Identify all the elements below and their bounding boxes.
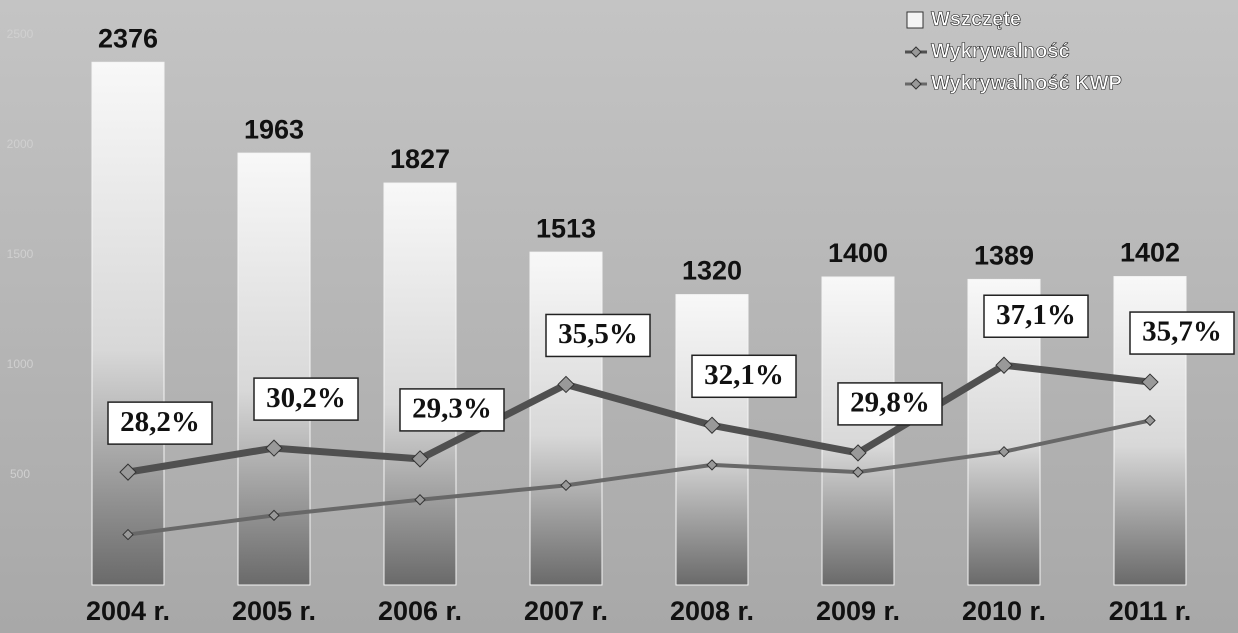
- line-marker: [703, 416, 721, 434]
- line-marker: [706, 459, 718, 471]
- bar-value-label: 1402: [1120, 238, 1180, 268]
- line-value-label: 37,1%: [996, 299, 1076, 331]
- line: [127, 361, 1151, 476]
- legend-label: Wszczęte: [931, 8, 1021, 30]
- bar: [821, 276, 895, 586]
- bar: [383, 182, 457, 586]
- line-marker: [411, 450, 429, 468]
- line-marker: [122, 528, 134, 541]
- value-label-box: [253, 377, 359, 421]
- line-marker: [1144, 414, 1156, 427]
- line-marker: [995, 356, 1013, 374]
- x-tick-label: 2009 r.: [816, 596, 900, 626]
- line-value-label: 29,3%: [412, 393, 492, 425]
- line-marker: [560, 479, 572, 492]
- x-tick-label: 2005 r.: [232, 596, 316, 626]
- x-tick-label: 2008 r.: [670, 596, 754, 626]
- line-marker: [1141, 373, 1159, 391]
- bar-value-label: 2376: [98, 23, 158, 53]
- y-tick-label: 500: [10, 467, 30, 481]
- line-marker: [414, 494, 426, 506]
- legend-label: Wykrywalność: [931, 40, 1070, 62]
- line-marker: [265, 439, 283, 457]
- line-value-label: 32,1%: [704, 359, 784, 391]
- line-value-label: 35,7%: [1142, 316, 1222, 348]
- line-marker: [998, 445, 1010, 458]
- value-label-box: [691, 354, 797, 399]
- y-tick-label: 2000: [7, 137, 34, 151]
- x-tick-label: 2006 r.: [378, 596, 462, 626]
- line-marker: [849, 444, 867, 462]
- line-marker: [852, 466, 864, 478]
- y-tick-label: 1500: [7, 247, 34, 261]
- line-marker: [557, 375, 575, 394]
- line-marker: [119, 463, 137, 481]
- x-tick-label: 2004 r.: [86, 596, 170, 626]
- line-value-label: 35,5%: [558, 318, 638, 350]
- bar: [529, 251, 603, 586]
- x-tick-label: 2010 r.: [962, 596, 1046, 626]
- x-tick-label: 2007 r.: [524, 596, 608, 626]
- value-label-box: [545, 313, 651, 358]
- value-label-box: [1129, 311, 1235, 355]
- y-tick-label: 2500: [7, 27, 34, 41]
- bar: [675, 294, 749, 586]
- bar-value-label: 1400: [828, 238, 888, 268]
- line-marker: [268, 509, 280, 522]
- value-label-box: [399, 388, 505, 432]
- line: [127, 418, 1151, 537]
- bar-value-label: 1963: [244, 114, 304, 144]
- value-label-box: [107, 401, 213, 445]
- bar-value-label: 1827: [390, 144, 450, 174]
- legend-label: Wykrywalność KWP: [931, 72, 1122, 94]
- x-tick-label: 2011 r.: [1109, 596, 1192, 626]
- value-label-box: [837, 382, 943, 426]
- line-value-label: 28,2%: [120, 406, 200, 438]
- bar: [91, 61, 165, 586]
- bar-value-label: 1320: [682, 256, 742, 286]
- bar-value-label: 1513: [536, 213, 596, 243]
- legend-swatch-marker: [910, 78, 922, 90]
- value-label-box: [983, 294, 1089, 338]
- line-value-label: 29,8%: [850, 387, 930, 419]
- line-value-label: 30,2%: [266, 382, 346, 414]
- y-tick-label: 1000: [7, 357, 34, 371]
- bar-value-label: 1389: [974, 241, 1034, 271]
- legend-swatch-marker: [910, 46, 922, 58]
- legend-swatch: [906, 11, 924, 29]
